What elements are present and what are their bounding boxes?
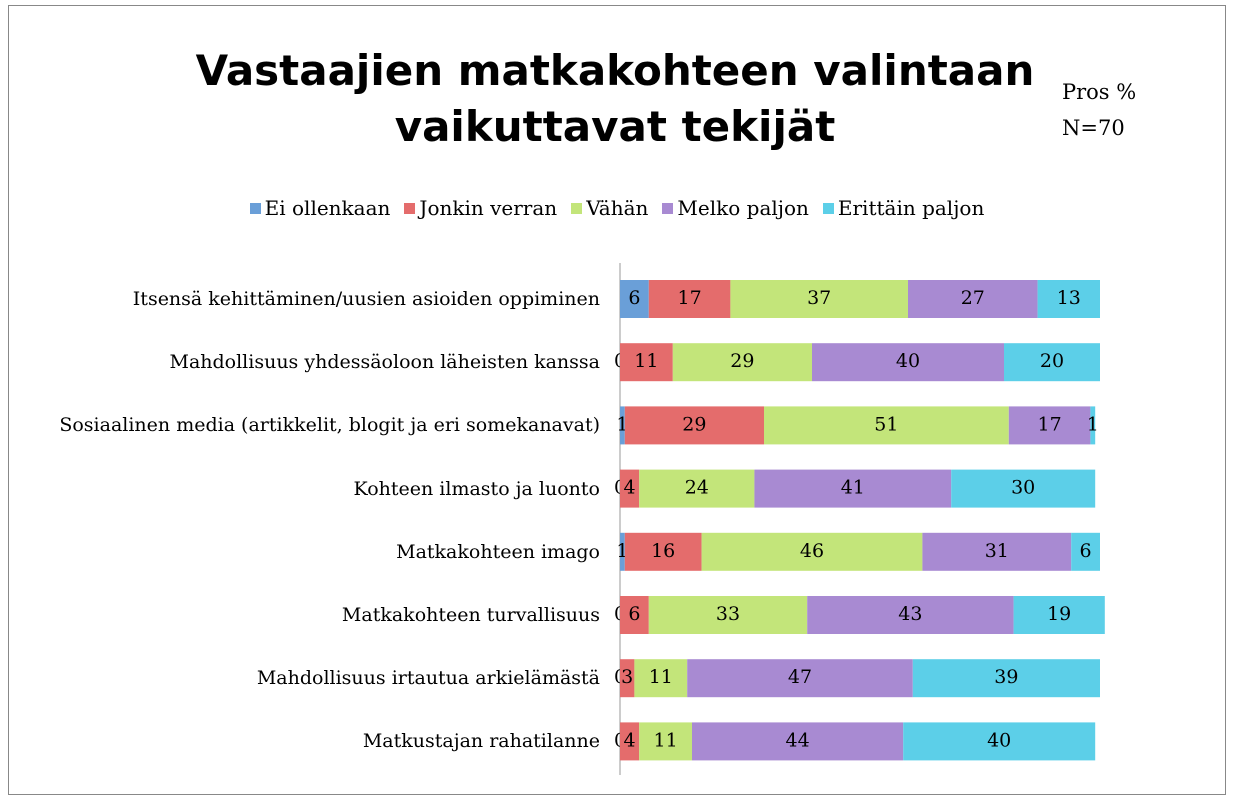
data-label: 17 (678, 287, 702, 309)
legend-swatch (404, 202, 416, 214)
legend-label: Melko paljon (677, 196, 809, 220)
data-label: 6 (628, 287, 640, 309)
bar-segment (903, 722, 1096, 761)
data-label: 16 (651, 540, 675, 562)
legend-swatch (249, 202, 261, 214)
legend-item: Erittäin paljon (822, 196, 985, 220)
data-label: 6 (1080, 540, 1092, 562)
data-label: 30 (1011, 477, 1035, 499)
bar-segment (701, 532, 923, 571)
legend: Ei ollenkaan Jonkin verran Vähän Melko palj… (0, 196, 1234, 220)
bar-segment (1090, 406, 1096, 445)
bar-segment (634, 659, 688, 698)
bar-segment (1013, 596, 1105, 634)
y-tick-label: Mahdollisuus irtautua arkielämästä (256, 667, 600, 690)
legend-label: Jonkin verran (419, 196, 558, 220)
data-label: 46 (800, 540, 824, 562)
annotation: N=70 (1062, 116, 1125, 140)
bar-segment (764, 406, 1009, 445)
data-label: 6 (628, 603, 640, 625)
y-tick-label: Matkakohteen imago (396, 540, 600, 563)
chart-title: vaikuttavat tekijät (394, 102, 836, 151)
data-label: 13 (1057, 287, 1081, 309)
data-label: 29 (682, 413, 706, 435)
data-label: 19 (1047, 603, 1071, 625)
data-label: 1 (1087, 413, 1099, 435)
bar-segment (1071, 532, 1100, 571)
data-label: 20 (1040, 350, 1064, 372)
data-label: 47 (788, 666, 812, 688)
legend-item: Jonkin verran (404, 196, 557, 220)
data-label: 4 (624, 729, 636, 751)
bar-segment (1004, 343, 1100, 382)
data-label: 24 (685, 477, 709, 499)
y-tick-label: Sosiaalinen media (artikkelit, blogit ja… (59, 414, 600, 437)
data-label: 29 (730, 350, 754, 372)
legend-item: Vähän (571, 196, 648, 220)
data-label: 27 (961, 287, 985, 309)
bar-segment (620, 659, 635, 698)
data-label: 40 (896, 350, 920, 372)
bar-segment (908, 280, 1038, 318)
y-tick-label: Itsensä kehittäminen/uusien asioiden opp… (132, 288, 600, 310)
bar-segment (639, 722, 692, 761)
y-tick-label: Matkakohteen turvallisuus (341, 604, 600, 626)
legend-label: Vähän (586, 196, 649, 220)
bar-segment (807, 596, 1014, 634)
bar-segment (620, 280, 649, 318)
legend-label: Erittäin paljon (837, 196, 985, 220)
data-label: 39 (994, 666, 1018, 688)
bar-segment (620, 722, 640, 761)
bar-segment (754, 469, 952, 508)
bar-segment (672, 343, 812, 382)
bar-segment (687, 659, 913, 698)
legend-swatch (662, 202, 674, 214)
data-label: 40 (987, 729, 1011, 751)
bar-segment (1008, 406, 1091, 445)
bar-segment (648, 280, 731, 318)
data-label: 31 (985, 540, 1009, 562)
data-label: 41 (841, 477, 865, 499)
legend-item: Ei ollenkaan (249, 196, 391, 220)
bar-segment (812, 343, 1004, 382)
data-label: 11 (634, 350, 658, 372)
data-label: 51 (874, 413, 898, 435)
bar-segment (951, 469, 1096, 508)
data-label: 3 (621, 666, 633, 688)
bar-segment (624, 406, 764, 445)
y-tick-label: Mahdollisuus yhdessäoloon läheisten kans… (169, 351, 600, 374)
legend-swatch (571, 202, 583, 214)
bar-segment (620, 532, 625, 571)
bar-segment (648, 596, 808, 634)
annotation: Pros % (1062, 80, 1137, 104)
bar-segment (624, 532, 702, 571)
chart-frame (8, 5, 1226, 795)
y-tick-label: Kohteen ilmasto ja luonto (353, 477, 600, 500)
data-label: 37 (807, 287, 831, 309)
bar-segment (620, 596, 649, 634)
bar-segment (692, 722, 904, 761)
data-label: 44 (786, 729, 810, 751)
legend-item: Melko paljon (662, 196, 809, 220)
bar-segment (620, 406, 625, 445)
data-label: 11 (654, 729, 678, 751)
bar-segment (639, 469, 755, 508)
data-label: 11 (649, 666, 673, 688)
bar-segment (620, 469, 640, 508)
legend-swatch (822, 202, 834, 214)
bar-segment (1037, 280, 1100, 318)
chart-title: Vastaajien matkakohteen valintaan (195, 46, 1035, 95)
data-label: 43 (898, 603, 922, 625)
data-label: 33 (716, 603, 740, 625)
data-label: 4 (624, 477, 636, 499)
legend-label: Ei ollenkaan (264, 196, 391, 220)
bar-segment (922, 532, 1072, 571)
data-label: 17 (1038, 413, 1062, 435)
bar-segment (730, 280, 908, 318)
bar-segment (912, 659, 1100, 698)
y-tick-label: Matkustajan rahatilanne (362, 730, 600, 753)
bar-segment (620, 343, 673, 382)
